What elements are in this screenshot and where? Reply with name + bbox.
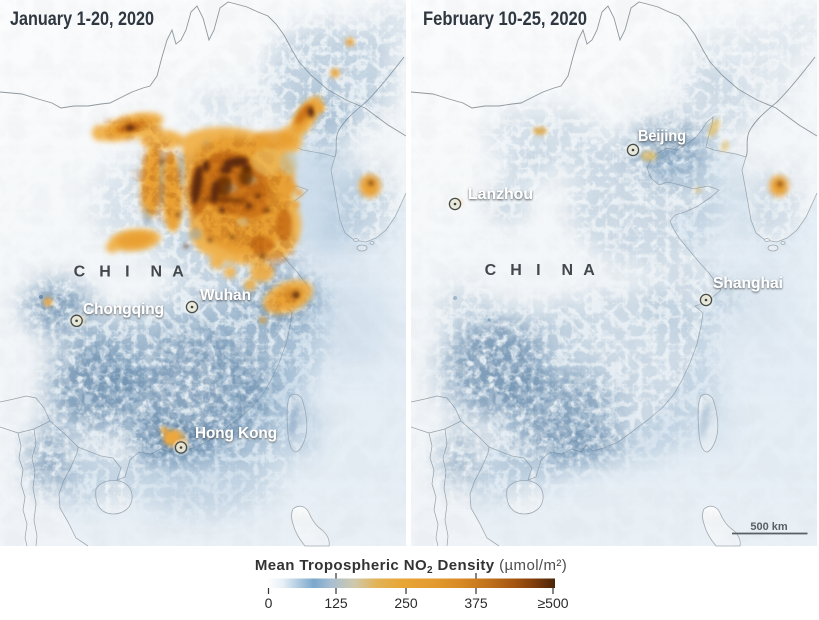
svg-text:I: I	[125, 264, 129, 281]
svg-text:Wuhan: Wuhan	[200, 287, 251, 304]
svg-text:N: N	[562, 262, 574, 279]
svg-text:Chongqing: Chongqing	[83, 301, 164, 318]
svg-text:A: A	[583, 262, 595, 279]
svg-text:H: H	[510, 262, 522, 279]
svg-text:February 10-25, 2020: February 10-25, 2020	[423, 9, 587, 30]
svg-text:250: 250	[394, 595, 418, 611]
svg-text:125: 125	[324, 595, 348, 611]
svg-text:January 1-20, 2020: January 1-20, 2020	[10, 9, 154, 30]
svg-text:H: H	[99, 264, 111, 281]
svg-text:A: A	[172, 264, 184, 281]
svg-text:500 km: 500 km	[750, 521, 788, 533]
svg-text:375: 375	[464, 595, 488, 611]
svg-text:N: N	[151, 264, 163, 281]
svg-text:Lanzhou: Lanzhou	[468, 186, 533, 203]
svg-text:≥500: ≥500	[537, 595, 568, 611]
svg-text:Beijing: Beijing	[638, 128, 686, 145]
svg-text:C: C	[485, 262, 497, 279]
svg-text:Hong Kong: Hong Kong	[195, 425, 277, 442]
svg-text:C: C	[74, 264, 86, 281]
svg-text:Mean Tropospheric NO2 Density: Mean Tropospheric NO2 Density (µmol/m²)	[255, 557, 567, 576]
svg-text:Shanghai: Shanghai	[713, 275, 783, 292]
svg-text:I: I	[536, 262, 540, 279]
svg-text:0: 0	[265, 595, 273, 611]
